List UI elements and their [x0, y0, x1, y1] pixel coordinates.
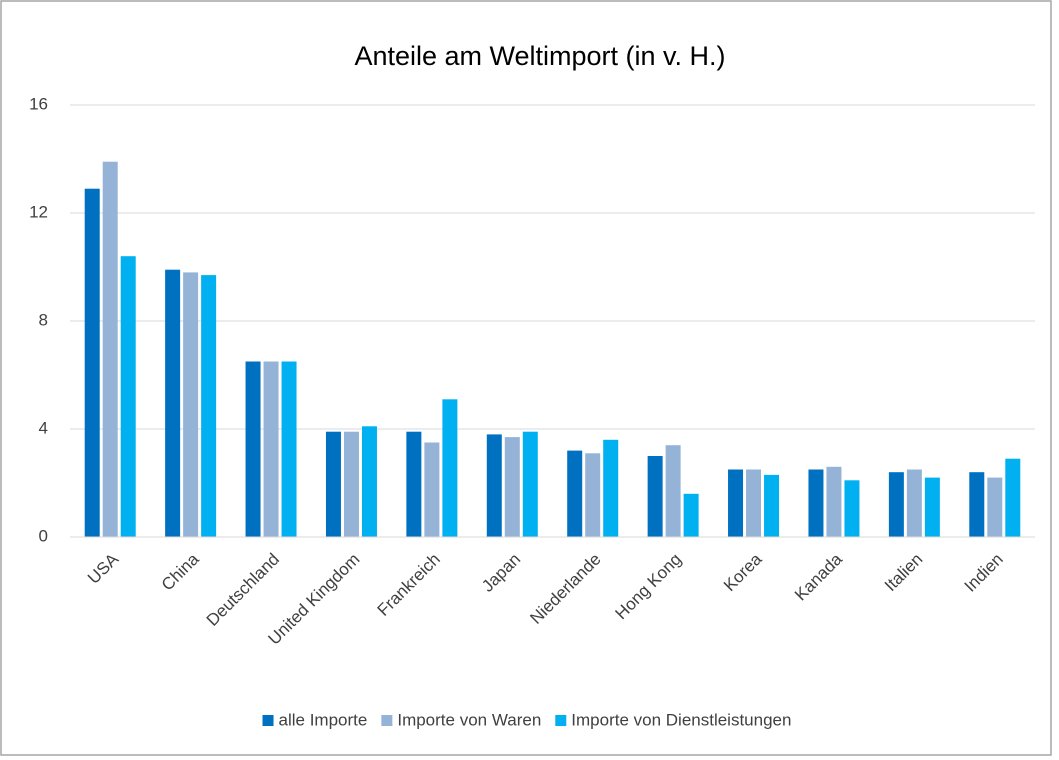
- y-tick-label: 12: [29, 202, 48, 221]
- legend-swatch: [381, 715, 393, 726]
- bar: [844, 480, 860, 537]
- bar: [1005, 458, 1021, 537]
- bar: [281, 361, 297, 537]
- bar: [808, 469, 824, 537]
- bar: [567, 450, 583, 537]
- bar: [201, 275, 217, 537]
- bar: [165, 269, 181, 537]
- legend-label: Importe von Dienstleistungen: [571, 710, 791, 729]
- legend-swatch: [555, 715, 567, 726]
- bar: [906, 469, 922, 537]
- bar: [120, 256, 136, 537]
- legend-swatch: [262, 715, 274, 726]
- bar: [245, 361, 261, 537]
- bar: [406, 431, 422, 537]
- bar: [263, 361, 279, 537]
- bar: [424, 442, 440, 537]
- bar: [746, 469, 762, 537]
- bar: [665, 445, 681, 537]
- y-tick-label: 4: [39, 418, 48, 437]
- bar: [522, 431, 538, 537]
- bar: [603, 439, 619, 537]
- bar: [361, 426, 377, 537]
- bar: [442, 399, 458, 537]
- bar: [888, 472, 904, 537]
- y-tick-label: 0: [39, 526, 48, 545]
- y-tick-label: 16: [29, 94, 48, 113]
- bar: [486, 434, 502, 537]
- bar: [585, 453, 601, 537]
- bar: [683, 493, 699, 537]
- bar: [764, 474, 780, 537]
- bar: [969, 472, 985, 537]
- bar: [504, 437, 520, 537]
- bar: [924, 477, 940, 537]
- bar: [183, 272, 199, 537]
- y-tick-label: 8: [39, 310, 48, 329]
- bar: [102, 161, 118, 537]
- bar: [84, 188, 100, 537]
- legend-label: alle Importe: [279, 710, 368, 729]
- bar: [343, 431, 359, 537]
- chart-title: Anteile am Weltimport (in v. H.): [354, 41, 725, 71]
- legend-label: Importe von Waren: [397, 710, 541, 729]
- bar: [987, 477, 1003, 537]
- bar: [728, 469, 744, 537]
- bar: [325, 431, 341, 537]
- bar: [647, 456, 663, 537]
- bar: [826, 466, 842, 537]
